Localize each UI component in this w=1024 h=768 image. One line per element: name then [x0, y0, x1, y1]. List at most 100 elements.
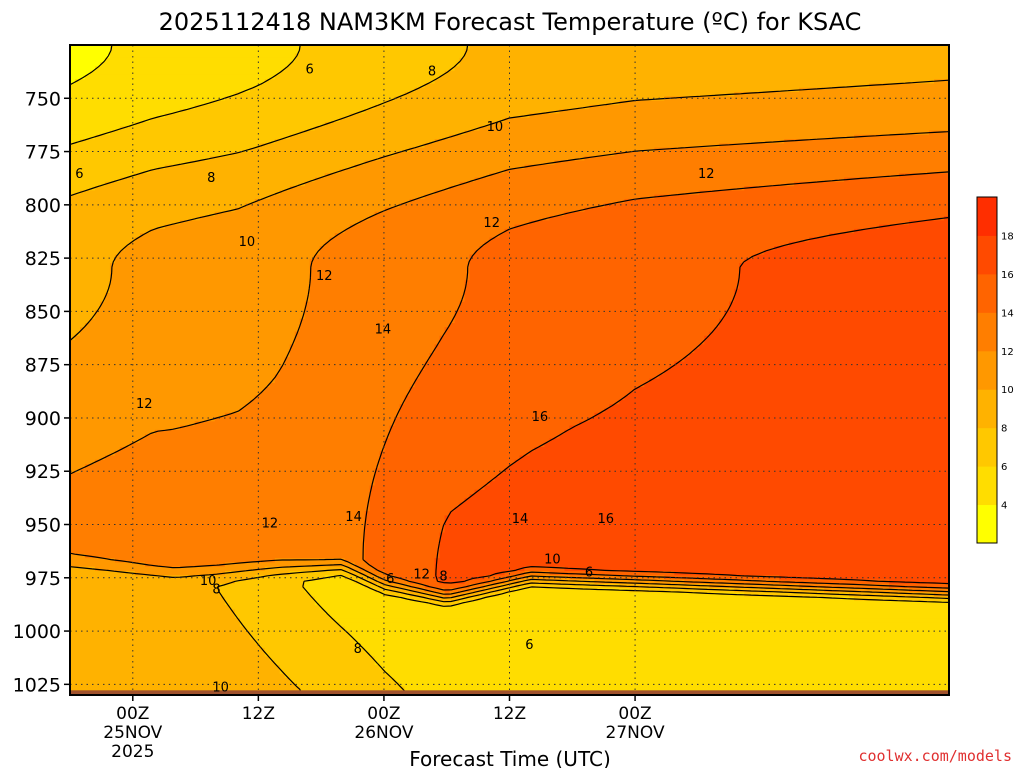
temperature-cell	[294, 682, 401, 688]
temperature-cell	[439, 549, 950, 555]
temperature-cell	[424, 143, 720, 149]
temperature-cell	[364, 511, 451, 516]
temperature-cell	[359, 570, 371, 576]
temperature-cell	[309, 280, 466, 286]
temperature-cell	[279, 370, 421, 375]
temperature-cell	[684, 579, 780, 585]
temperature-cell	[369, 575, 381, 581]
temperature-cell	[289, 134, 451, 140]
y-tick-label: 750	[25, 88, 61, 110]
temperature-cell	[564, 429, 950, 435]
temperature-cell	[269, 656, 376, 662]
colorbar: 4 6 8 10 12 14 16 18	[976, 196, 1014, 544]
temperature-cell	[70, 365, 281, 371]
contour-label: 16	[532, 410, 549, 425]
temperature-cell	[504, 169, 950, 174]
temperature-cell	[114, 258, 311, 264]
temperature-cell	[279, 669, 386, 675]
temperature-cell	[389, 673, 950, 679]
temperature-cell	[70, 109, 181, 115]
temperature-cell	[849, 592, 935, 598]
x-tick-label: 12Z	[493, 704, 526, 724]
temperature-cell	[459, 62, 950, 67]
temperature-cell	[384, 592, 411, 598]
temperature-cell	[94, 186, 291, 191]
temperature-cell	[369, 652, 950, 658]
temperature-cell	[70, 164, 166, 170]
temperature-cell	[70, 613, 236, 619]
temperature-cell	[414, 382, 645, 388]
temperature-cell	[70, 566, 96, 572]
temperature-cell	[134, 121, 326, 127]
temperature-cell	[70, 245, 126, 251]
temperature-cell	[70, 211, 216, 217]
y-tick-label: 950	[25, 515, 61, 537]
temperature-cell	[70, 446, 121, 452]
temperature-cell	[70, 169, 151, 174]
temperature-cell	[409, 592, 431, 598]
temperature-cell	[224, 570, 291, 576]
temperature-cell	[249, 147, 411, 153]
temperature-cell	[489, 173, 900, 179]
temperature-cell	[70, 250, 121, 256]
temperature-cell	[564, 211, 950, 217]
temperature-cell	[929, 130, 950, 136]
temperature-cell	[409, 588, 426, 593]
temperature-cell	[209, 156, 381, 162]
y-tick-label: 825	[25, 248, 61, 270]
temperature-cell	[284, 361, 426, 367]
temperature-cell	[644, 382, 950, 388]
temperature-cell	[144, 562, 226, 568]
temperature-cell	[734, 293, 950, 298]
temperature-cell	[70, 429, 156, 435]
temperature-cell	[789, 241, 950, 247]
colorbar-segment	[977, 273, 997, 313]
temperature-cell	[70, 592, 221, 598]
temperature-cell	[70, 203, 246, 209]
temperature-cell	[714, 327, 950, 333]
temperature-cell	[784, 139, 950, 144]
temperature-cell	[464, 53, 950, 59]
temperature-cell	[70, 173, 136, 179]
temperature-cell	[70, 489, 371, 495]
temperature-cell	[70, 126, 121, 132]
x-tick-label: 12Z	[242, 704, 275, 724]
temperature-cell	[869, 83, 950, 89]
temperature-cell	[70, 301, 101, 307]
temperature-cell	[439, 340, 705, 345]
temperature-cell	[339, 117, 506, 123]
temperature-cell	[469, 263, 740, 268]
temperature-cell	[84, 74, 276, 80]
temperature-cell	[70, 194, 271, 200]
temperature-cell	[489, 481, 950, 487]
temperature-cell	[70, 412, 226, 418]
temperature-cell	[434, 558, 950, 564]
temperature-cell	[619, 399, 950, 405]
temperature-cell	[634, 387, 950, 392]
temperature-cell	[729, 301, 950, 307]
temperature-cell	[434, 575, 486, 581]
temperature-cell	[70, 92, 236, 97]
temperature-cell	[70, 121, 136, 127]
temperature-cell	[264, 387, 411, 392]
temperature-cell	[704, 335, 950, 341]
temperature-fills	[70, 45, 950, 696]
temperature-cell	[604, 408, 950, 414]
temperature-cell	[70, 190, 81, 196]
temperature-cell	[319, 245, 481, 251]
temperature-cell	[464, 592, 481, 598]
temperature-cell	[394, 151, 615, 157]
temperature-cell	[70, 442, 131, 448]
temperature-cell	[70, 596, 226, 602]
temperature-cell	[399, 412, 596, 418]
temperature-cell	[434, 348, 695, 354]
temperature-cell	[609, 404, 950, 410]
temperature-cell	[70, 417, 216, 422]
temperature-cell	[70, 45, 111, 50]
temperature-cell	[734, 92, 950, 97]
temperature-cell	[109, 275, 311, 281]
temperature-cell	[70, 395, 256, 401]
temperature-cell	[459, 57, 950, 63]
contour-label: 6	[585, 565, 593, 580]
temperature-cell	[384, 669, 950, 675]
